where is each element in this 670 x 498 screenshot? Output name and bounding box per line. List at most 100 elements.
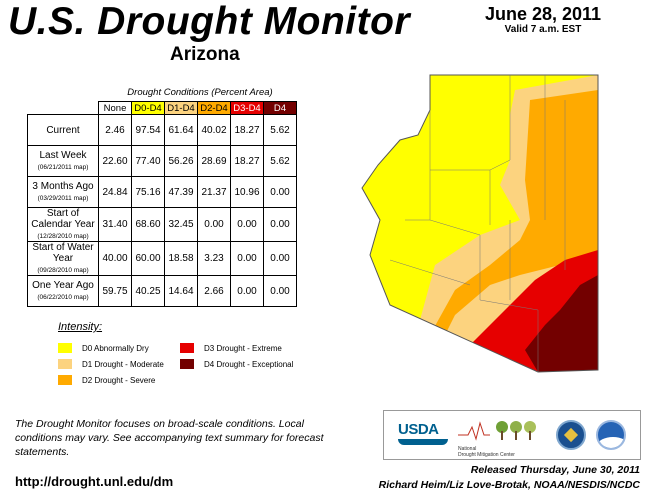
disclaimer-note: The Drought Monitor focuses on broad-sca… [15,418,324,458]
ndmc-text: National Drought Mitigation Center [458,446,546,458]
map-title: U.S. Drought Monitor [8,0,411,43]
state-name: Arizona [170,44,240,65]
table-cell: 56.26 [164,145,198,177]
legend-swatch [180,359,194,369]
row-sublabel: (09/28/2010 map) [37,267,89,274]
arizona-drought-map [361,74,599,373]
row-label: Current [27,114,99,146]
commerce-seal-icon [556,420,586,450]
row-label-text: One Year Ago [32,280,94,291]
legend-item-d1: D1 Drought - Moderate [58,359,164,369]
table-cell: 0.00 [230,207,264,242]
table-cell: 0.00 [263,275,297,307]
county-lines [389,75,566,372]
d2-region [430,90,598,370]
table-corner [28,102,99,115]
table-cell: 10.96 [230,176,264,208]
usda-text: USDA [398,421,439,438]
table-cell: 2.46 [98,114,132,146]
row-label-text: Last Week [39,150,87,161]
row-sublabel: (12/28/2010 map) [37,233,89,240]
table-cell: 47.39 [164,176,198,208]
legend-swatch [58,359,72,369]
table-cell: 21.37 [197,176,231,208]
table-cell: 31.40 [98,207,132,242]
row-label: 3 Months Ago (03/29/2011 map) [27,176,99,208]
legend-item-d3: D3 Drought - Extreme [180,343,282,353]
row-label: Last Week (06/21/2011 map) [27,145,99,177]
col-header-none: None [98,101,132,115]
table-row: Current 2.46 97.54 61.64 40.02 18.27 5.6… [27,114,297,146]
state-outline [361,74,599,373]
table-row: Start of Calendar Year (12/28/2010 map) 3… [27,207,297,242]
legend-label: D4 Drought - Exceptional [204,359,294,369]
usda-swoosh-icon [398,439,448,445]
table-row: Start of Water Year (09/28/2010 map) 40.0… [27,241,297,276]
legend-swatch [180,343,194,353]
table-cell: 2.66 [197,275,231,307]
table-cell: 14.64 [164,275,198,307]
legend-label: D0 Abnormally Dry [82,343,149,353]
col-header-d1-d4: D1-D4 [164,101,198,115]
table-row: One Year Ago (06/22/2010 map) 59.75 40.25… [27,275,297,307]
col-header-d3-d4: D3-D4 [230,101,264,115]
ndmc-line2: Drought Mitigation Center [458,452,515,458]
table-cell: 5.62 [263,114,297,146]
table-cell: 60.00 [131,241,165,276]
legend-item-d2: D2 Drought - Severe [58,375,155,385]
col-header-d0-d4: D0-D4 [131,101,165,115]
table-cell: 59.75 [98,275,132,307]
row-label: Start of Water Year (09/28/2010 map) [27,241,99,276]
table-cell: 22.60 [98,145,132,177]
table-cell: 40.02 [197,114,231,146]
table-cell: 0.00 [230,241,264,276]
table-row: Last Week (06/21/2011 map) 22.60 77.40 56… [27,145,297,177]
table-cell: 40.25 [131,275,165,307]
table-cell: 18.58 [164,241,198,276]
drought-monitor-link[interactable]: http://drought.unl.edu/dm [15,474,174,489]
partner-logos: USDA National Drought Mitigation Center [383,410,641,460]
legend-item-d0: D0 Abnormally Dry [58,343,149,353]
table-cell: 0.00 [263,207,297,242]
valid-time: Valid 7 a.m. EST [504,24,582,35]
table-cell: 0.00 [263,241,297,276]
legend-label: D2 Drought - Severe [82,375,156,385]
row-sublabel: (03/29/2011 map) [37,195,89,202]
row-sublabel: (06/21/2011 map) [37,164,89,171]
table-cell: 5.62 [263,145,297,177]
table-header-row: None D0-D4 D1-D4 D2-D4 D3-D4 D4 [28,101,297,115]
d4-region [525,275,598,372]
row-label: Start of Calendar Year (12/28/2010 map) [27,207,99,242]
ndmc-logo: National Drought Mitigation Center [458,419,546,458]
map-date: June 28, 2011 [484,4,602,24]
table-cell: 77.40 [131,145,165,177]
table-cell: 32.45 [164,207,198,242]
table-cell: 0.00 [263,176,297,208]
table-cell: 61.64 [164,114,198,146]
row-label-text: Current [46,124,80,136]
noaa-logo-icon [596,420,626,450]
table-cell: 24.84 [98,176,132,208]
legend-label: D3 Drought - Extreme [204,343,282,353]
table-cell: 75.16 [131,176,165,208]
table-cell: 18.27 [230,114,264,146]
table-cell: 3.23 [197,241,231,276]
legend-swatch [58,375,72,385]
authors: Richard Heim/Liz Love-Brotak, NOAA/NESDI… [378,479,640,491]
table-cell: 68.60 [131,207,165,242]
table-cell: 97.54 [131,114,165,146]
ndmc-trees-icon [458,421,536,441]
table-caption: Drought Conditions (Percent Area) [127,87,273,98]
row-label: One Year Ago (06/22/2010 map) [27,275,99,307]
table-cell: 18.27 [230,145,264,177]
ndmc-line1: National [458,446,477,452]
table-cell: 40.00 [98,241,132,276]
legend-title: Intensity: [58,321,103,333]
legend-item-d4: D4 Drought - Exceptional [180,359,293,369]
col-header-d2-d4: D2-D4 [197,101,231,115]
table-cell: 0.00 [230,275,264,307]
row-sublabel: (06/22/2010 map) [37,294,89,301]
drought-conditions-table: None D0-D4 D1-D4 D2-D4 D3-D4 D4 Current … [27,101,297,307]
table-row: 3 Months Ago (03/29/2011 map) 24.84 75.16… [27,176,297,208]
row-label-text: 3 Months Ago [32,181,94,192]
